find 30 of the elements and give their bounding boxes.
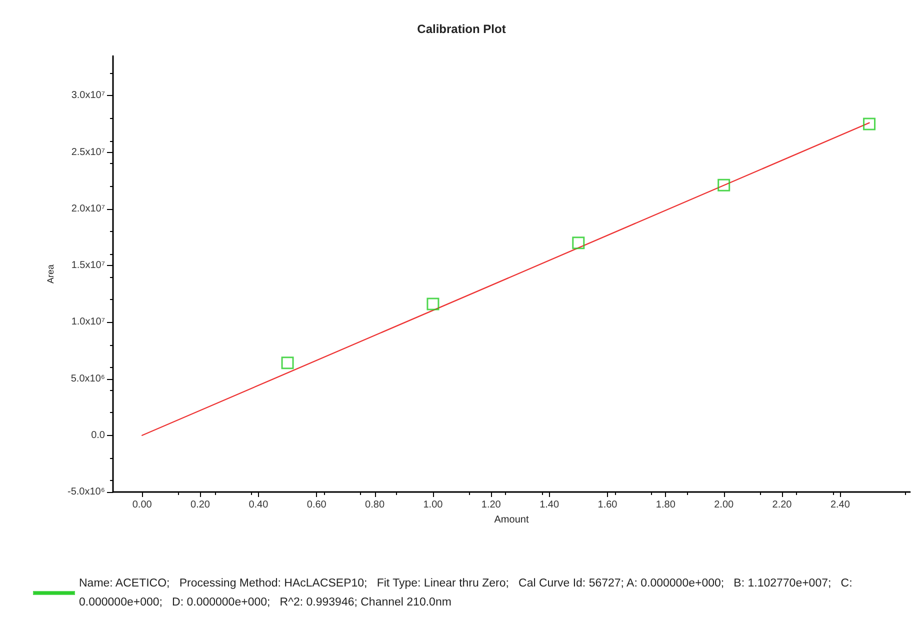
point [718,178,730,192]
y-tick-label: 5.0x10⁶ [70,373,105,384]
x-tick-label: 1.20 [481,500,502,510]
x-tick-label: 2.20 [772,500,792,510]
legend-label: Name: ACETICO; Processing Method: HAcLACSEP10; Fit Type: Linear thru Zero; Cal Curve Id: 56727; A: 0.000000e+000; B: 1.102770e+007; C: 0.000000e+000; D: 0.000000e+000; R^2: 0.993946; Channel 210.0nm [79,578,856,608]
x-tick-label: 0.60 [306,500,327,510]
x-tick-label: 1.00 [423,500,444,510]
x-tick-label: 0.20 [190,500,210,510]
x-axis-title: Amount [494,514,529,526]
y-tick-label: -5.0x10⁶ [68,486,105,498]
y-tick-label: 3.0x10⁷ [71,90,106,102]
x-tick-label: 1.40 [540,500,560,510]
chart-title: Calibration Plot [417,22,506,36]
point [572,236,585,250]
x-tick-label: 0.00 [132,500,152,510]
x-tick-label: 2.00 [714,500,734,510]
y-tick-label: 2.5x10⁷ [71,146,106,158]
x-tick-label: 2.40 [830,500,850,510]
point [863,118,876,130]
x-tick-label: 0.40 [248,500,269,510]
x-tick-label: 0.80 [365,500,385,510]
y-tick-label: 2.0x10⁷ [71,203,106,214]
y-tick-label: 1.5x10⁷ [71,260,106,272]
x-tick-label: 1.60 [598,500,618,510]
x-tick-label: 1.80 [656,500,676,510]
y-tick-label: 0.0 [91,430,106,441]
y-axis-title: Area [46,264,56,284]
point [426,298,440,310]
y-tick-label: 1.0x10⁷ [71,316,106,328]
point [281,356,294,370]
